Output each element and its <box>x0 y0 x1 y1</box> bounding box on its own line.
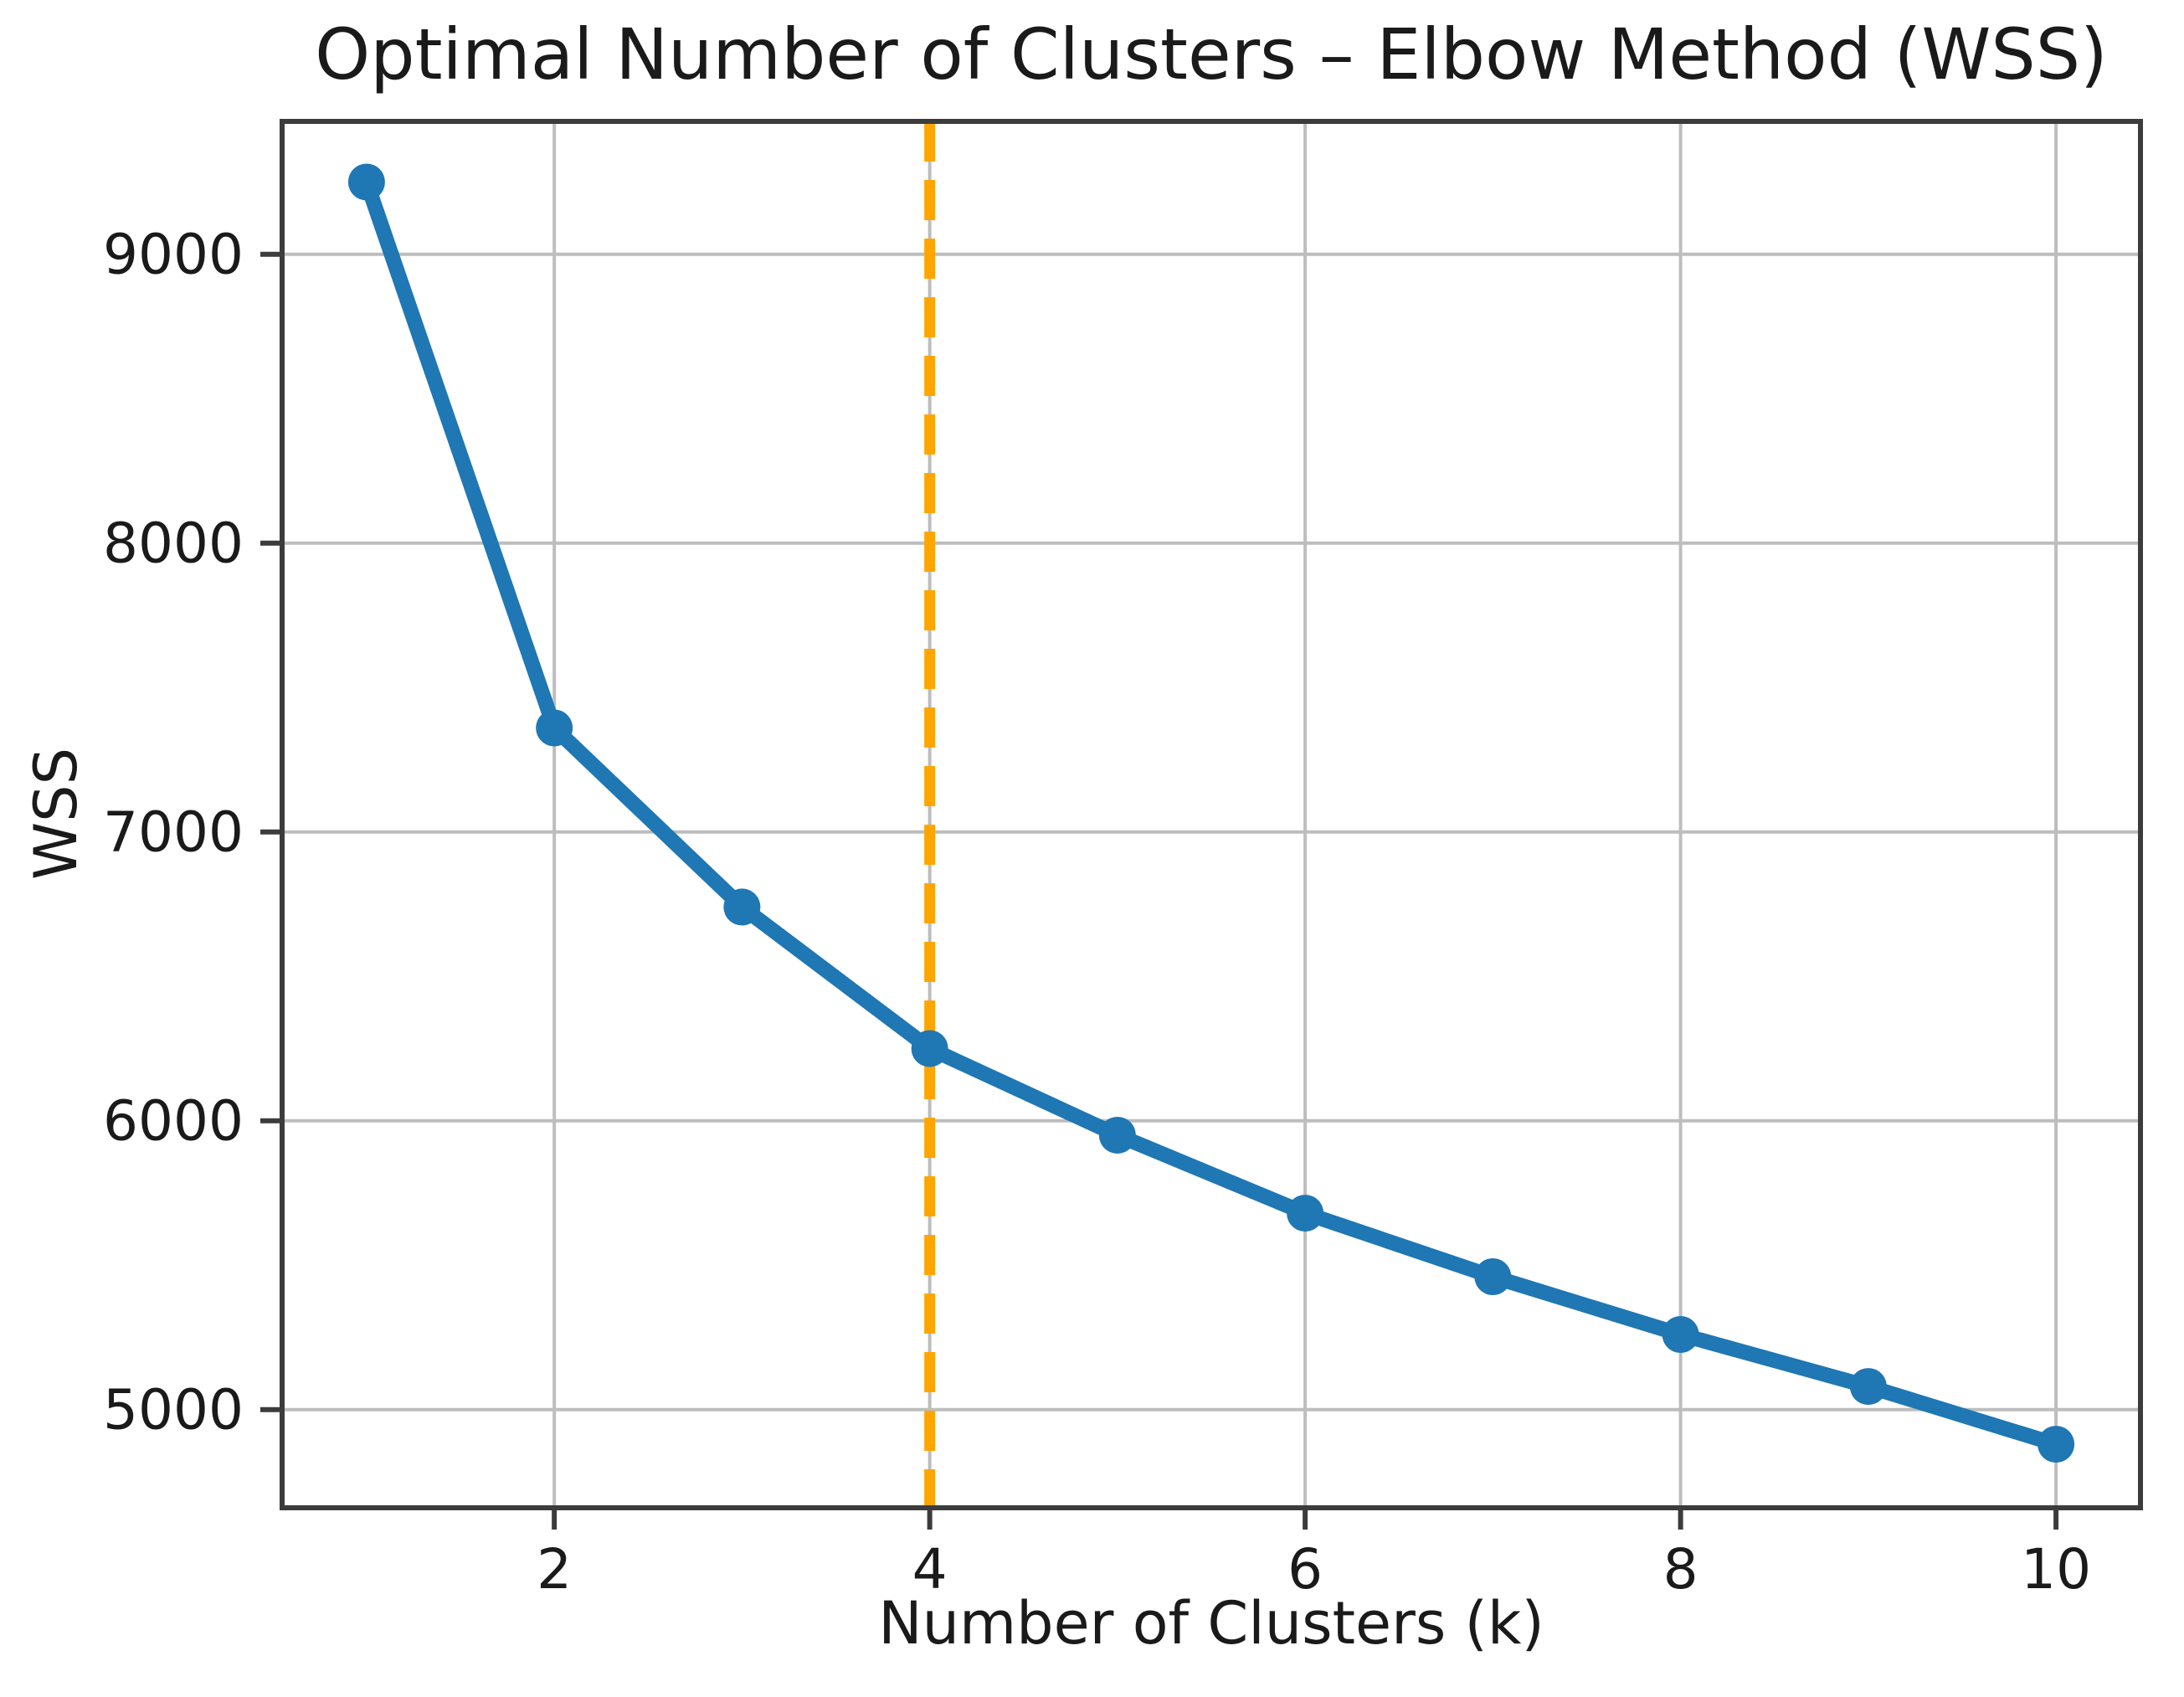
data-point-k7 <box>1474 1258 1512 1295</box>
y-axis-label: WSS <box>22 747 90 881</box>
data-point-k1 <box>347 163 385 201</box>
axis-ticks: 2 4 6 8 10 5000 6000 7000 8000 9000 <box>103 223 2091 1602</box>
data-point-k3 <box>723 888 761 926</box>
y-tick-label: 7000 <box>103 800 244 865</box>
y-tick-label: 9000 <box>103 223 244 287</box>
data-point-k6 <box>1287 1195 1324 1232</box>
x-tick-label: 8 <box>1663 1537 1698 1602</box>
data-point-k4 <box>911 1030 948 1067</box>
x-tick-label: 6 <box>1287 1537 1323 1602</box>
data-point-k9 <box>1849 1368 1887 1406</box>
y-tick-label: 6000 <box>103 1089 244 1154</box>
wss-line <box>358 174 2064 1453</box>
data-point-k2 <box>536 709 573 747</box>
y-tick-label: 8000 <box>103 512 244 576</box>
data-point-k10 <box>2038 1426 2075 1463</box>
data-point-k5 <box>1098 1116 1136 1154</box>
gridlines <box>282 121 2140 1508</box>
data-point-k8 <box>1662 1316 1699 1353</box>
plot-border <box>280 119 2143 1510</box>
x-axis-label: Number of Clusters (k) <box>878 1589 1544 1658</box>
chart-title: Optimal Number of Clusters – Elbow Metho… <box>315 13 2108 95</box>
y-tick-label: 5000 <box>103 1378 244 1442</box>
x-tick-label: 4 <box>912 1537 948 1602</box>
x-tick-label: 10 <box>2021 1537 2091 1602</box>
x-tick-label: 2 <box>537 1537 572 1602</box>
